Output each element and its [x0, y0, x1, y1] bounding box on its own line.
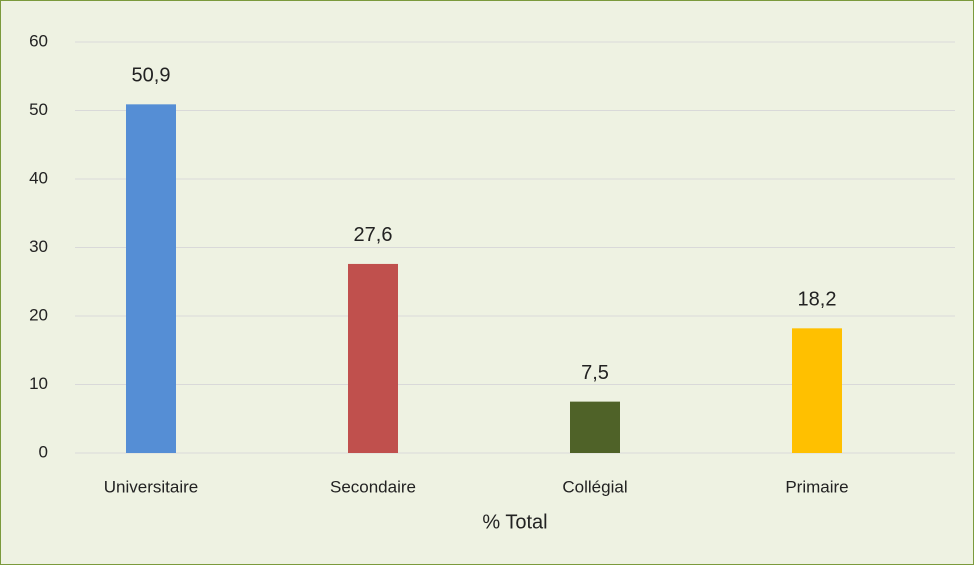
bar — [792, 328, 842, 453]
x-tick-label: Primaire — [785, 477, 848, 496]
y-tick-label: 20 — [29, 305, 48, 324]
y-tick-label: 60 — [29, 31, 48, 50]
y-tick-label: 50 — [29, 100, 48, 119]
y-tick-label: 40 — [29, 168, 48, 187]
value-label: 27,6 — [354, 224, 393, 246]
x-tick-label: Secondaire — [330, 477, 416, 496]
value-label: 7,5 — [581, 362, 609, 384]
x-tick-label: Universitaire — [104, 477, 198, 496]
bar — [570, 401, 620, 453]
bar — [348, 263, 398, 453]
value-label: 18,2 — [798, 289, 837, 311]
y-tick-label: 30 — [29, 237, 48, 256]
y-tick-label: 0 — [39, 442, 48, 461]
bar — [126, 104, 176, 454]
value-label: 50,9 — [132, 65, 171, 87]
y-tick-label: 10 — [29, 374, 48, 393]
x-axis-title: % Total — [482, 511, 547, 533]
x-tick-label: Collégial — [562, 477, 627, 496]
